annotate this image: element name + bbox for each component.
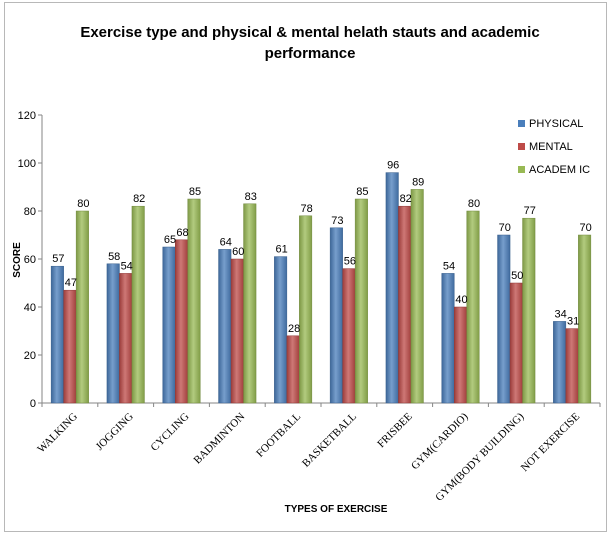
legend-swatch-mental: [518, 143, 525, 150]
bar-physical-not-exercise: [553, 321, 567, 404]
data-label-mental-not-exercise: 31: [567, 316, 579, 328]
bar-mental-frisbee: [398, 205, 412, 404]
bar-physical-basketball: [329, 227, 343, 404]
legend-label-physical: PHYSICAL: [529, 118, 583, 130]
bar-physical-gym-cardio: [441, 273, 455, 404]
bar-academ-ic-frisbee: [410, 189, 424, 404]
bar-mental-walking: [63, 289, 77, 404]
legend-swatch-physical: [518, 120, 525, 127]
legend-swatch-academ-ic: [518, 166, 525, 173]
data-label-physical-jogging: 58: [108, 251, 120, 263]
data-label-academ-ic-badminton: 83: [245, 191, 257, 203]
data-label-physical-badminton: 64: [220, 236, 232, 248]
data-label-physical-not-exercise: 34: [554, 308, 566, 320]
bar-physical-gym-body-building: [497, 234, 511, 404]
data-label-academ-ic-football: 78: [300, 203, 312, 215]
bar-physical-frisbee: [385, 172, 399, 404]
bar-physical-badminton: [218, 249, 232, 404]
bar-academ-ic-cycling: [187, 198, 201, 404]
data-label-academ-ic-not-exercise: 70: [579, 222, 591, 234]
category-label-basketball: BASKETBALL: [300, 410, 359, 469]
chart-title-line-2: performance: [265, 45, 356, 62]
data-label-academ-ic-gym-body-building: 77: [524, 205, 536, 217]
y-tick-label: 100: [18, 158, 36, 170]
bar-physical-walking: [50, 265, 64, 404]
data-label-academ-ic-jogging: 82: [133, 193, 145, 205]
legend-label-academ-ic: ACADEM IC: [529, 164, 590, 176]
y-tick-label: 20: [24, 350, 36, 362]
category-label-football: FOOTBALL: [254, 410, 303, 459]
bar-mental-gym-body-building: [509, 282, 523, 404]
data-label-mental-badminton: 60: [232, 246, 244, 258]
y-axis: 0 20 40 60 80 100 120: [18, 110, 43, 410]
bar-mental-cycling: [175, 239, 188, 404]
bar-academ-ic-jogging: [131, 205, 145, 404]
bar-academ-ic-not-exercise: [578, 234, 592, 404]
bar-mental-badminton: [230, 258, 244, 404]
category-label-badminton: BADMINTON: [192, 411, 248, 467]
bar-academ-ic-gym-cardio: [466, 210, 480, 404]
data-label-mental-basketball: 56: [344, 256, 356, 268]
bar-physical-jogging: [106, 263, 120, 404]
data-label-mental-gym-body-building: 50: [511, 270, 523, 282]
bar-mental-basketball: [342, 268, 356, 404]
data-label-physical-football: 61: [275, 244, 287, 256]
data-label-academ-ic-frisbee: 89: [412, 176, 424, 188]
y-tick-label: 120: [18, 110, 36, 122]
category-label-jogging: JOGGING: [94, 411, 136, 453]
data-label-physical-walking: 57: [52, 253, 64, 265]
data-label-physical-basketball: 73: [331, 215, 343, 227]
data-label-physical-frisbee: 96: [387, 160, 399, 172]
category-label-gym-cardio: GYM(CARDIO): [409, 410, 471, 472]
bar-mental-jogging: [119, 273, 133, 404]
bar-academ-ic-gym-body-building: [522, 217, 536, 404]
category-label-frisbee: FRISBEE: [375, 410, 415, 450]
data-label-mental-gym-cardio: 40: [455, 294, 467, 306]
data-label-mental-walking: 47: [65, 277, 77, 289]
data-label-mental-jogging: 54: [121, 260, 133, 272]
category-label-walking: WALKING: [35, 411, 80, 456]
bar-mental-not-exercise: [565, 328, 579, 404]
x-axis-title: TYPES OF EXERCISE: [285, 504, 388, 515]
legend: PHYSICAL MENTAL ACADEM IC: [518, 118, 590, 176]
bar-academ-ic-basketball: [354, 198, 368, 404]
y-tick-label: 80: [24, 206, 36, 218]
bars-group: [50, 172, 592, 404]
data-label-physical-gym-body-building: 70: [499, 222, 511, 234]
legend-label-mental: MENTAL: [529, 141, 573, 153]
data-label-physical-cycling: 65: [164, 234, 176, 246]
bar-physical-cycling: [162, 246, 176, 404]
category-label-not-exercise: NOT EXERCISE: [519, 410, 583, 474]
y-tick-label: 60: [24, 254, 36, 266]
data-label-mental-frisbee: 82: [400, 193, 412, 205]
data-label-mental-football: 28: [288, 323, 300, 335]
data-label-mental-cycling: 68: [176, 227, 188, 239]
bar-mental-football: [286, 335, 300, 404]
bar-physical-football: [274, 256, 288, 404]
bar-academ-ic-badminton: [243, 203, 257, 404]
data-label-academ-ic-cycling: 85: [189, 186, 201, 198]
category-label-cycling: CYCLING: [149, 411, 192, 454]
y-axis-title: SCORE: [12, 242, 23, 278]
data-label-academ-ic-walking: 80: [77, 198, 89, 210]
data-label-academ-ic-basketball: 85: [356, 186, 368, 198]
data-labels-group: 5747805854826568856460836128787356859682…: [52, 160, 591, 335]
category-labels-group: WALKING JOGGING CYCLING BADMINTON FOOTBALLBA…: [35, 410, 582, 503]
x-axis: [41, 402, 601, 407]
chart-title-line-1: Exercise type and physical & mental hela…: [80, 24, 539, 41]
bar-academ-ic-walking: [75, 210, 89, 404]
y-tick-label: 0: [30, 398, 36, 410]
data-label-academ-ic-gym-cardio: 80: [468, 198, 480, 210]
bar-academ-ic-football: [299, 215, 313, 404]
y-tick-label: 40: [24, 302, 36, 314]
data-label-physical-gym-cardio: 54: [443, 260, 455, 272]
bar-mental-gym-cardio: [454, 306, 467, 404]
